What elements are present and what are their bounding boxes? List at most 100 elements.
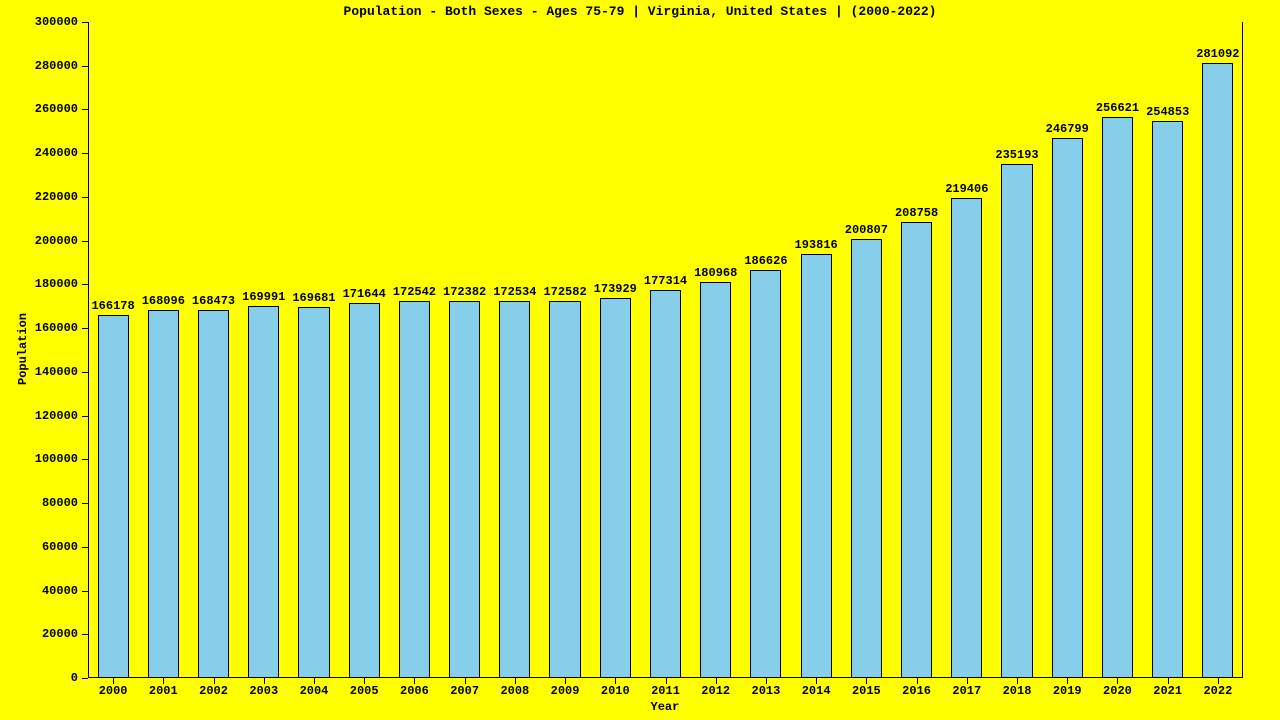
bar	[499, 301, 530, 678]
bar	[449, 301, 480, 678]
x-tick-label: 2009	[551, 684, 580, 698]
y-tick-mark	[82, 416, 88, 417]
y-tick-label: 260000	[35, 102, 78, 116]
x-tick-mark	[314, 678, 315, 684]
y-tick-label: 180000	[35, 277, 78, 291]
y-tick-label: 200000	[35, 234, 78, 248]
bar	[700, 282, 731, 678]
y-tick-mark	[82, 66, 88, 67]
bar	[349, 303, 380, 678]
x-tick-label: 2014	[802, 684, 831, 698]
x-tick-label: 2013	[752, 684, 781, 698]
y-tick-label: 280000	[35, 59, 78, 73]
bar-value-label: 172582	[543, 285, 586, 299]
bar	[901, 222, 932, 678]
x-tick-mark	[1168, 678, 1169, 684]
x-tick-label: 2012	[701, 684, 730, 698]
x-tick-mark	[967, 678, 968, 684]
x-tick-mark	[866, 678, 867, 684]
y-axis-line-right	[1242, 22, 1243, 678]
y-tick-mark	[82, 591, 88, 592]
bar-value-label: 219406	[945, 182, 988, 196]
bar-value-label: 200807	[845, 223, 888, 237]
x-tick-label: 2018	[1003, 684, 1032, 698]
y-tick-label: 220000	[35, 190, 78, 204]
chart-title: Population - Both Sexes - Ages 75-79 | V…	[0, 4, 1280, 19]
x-tick-label: 2022	[1203, 684, 1232, 698]
bar	[549, 301, 580, 678]
bar-value-label: 180968	[694, 266, 737, 280]
bar	[801, 254, 832, 678]
y-tick-mark	[82, 153, 88, 154]
x-tick-label: 2002	[199, 684, 228, 698]
y-tick-label: 40000	[42, 584, 78, 598]
x-tick-label: 2011	[651, 684, 680, 698]
x-tick-mark	[1218, 678, 1219, 684]
x-tick-mark	[414, 678, 415, 684]
y-tick-label: 300000	[35, 15, 78, 29]
y-tick-mark	[82, 197, 88, 198]
x-tick-mark	[1117, 678, 1118, 684]
bar-value-label: 169681	[292, 291, 335, 305]
x-tick-label: 2000	[99, 684, 128, 698]
bar-value-label: 172382	[443, 285, 486, 299]
bar-value-label: 177314	[644, 274, 687, 288]
y-tick-label: 60000	[42, 540, 78, 554]
bar-value-label: 246799	[1046, 122, 1089, 136]
bar	[600, 298, 631, 678]
y-tick-mark	[82, 503, 88, 504]
x-tick-mark	[565, 678, 566, 684]
bar	[1052, 138, 1083, 678]
bar-value-label: 168096	[142, 294, 185, 308]
x-tick-label: 2005	[350, 684, 379, 698]
y-tick-label: 120000	[35, 409, 78, 423]
bar	[148, 310, 179, 678]
bar	[98, 315, 129, 678]
y-tick-mark	[82, 109, 88, 110]
bar	[650, 290, 681, 678]
x-tick-label: 2004	[300, 684, 329, 698]
bar	[1202, 63, 1233, 678]
bar	[248, 306, 279, 678]
x-tick-mark	[1067, 678, 1068, 684]
bar	[951, 198, 982, 678]
bar	[198, 310, 229, 678]
bar-value-label: 173929	[594, 282, 637, 296]
bar	[1001, 164, 1032, 678]
y-tick-mark	[82, 459, 88, 460]
x-tick-mark	[163, 678, 164, 684]
bar-value-label: 172534	[493, 285, 536, 299]
bar-value-label: 193816	[795, 238, 838, 252]
population-bar-chart: Population - Both Sexes - Ages 75-79 | V…	[0, 0, 1280, 720]
x-tick-label: 2017	[952, 684, 981, 698]
x-tick-mark	[615, 678, 616, 684]
y-tick-label: 100000	[35, 452, 78, 466]
y-tick-mark	[82, 372, 88, 373]
x-tick-mark	[364, 678, 365, 684]
x-tick-label: 2019	[1053, 684, 1082, 698]
x-axis-label: Year	[651, 700, 680, 714]
bar-value-label: 172542	[393, 285, 436, 299]
x-tick-mark	[917, 678, 918, 684]
y-tick-mark	[82, 547, 88, 548]
x-tick-label: 2007	[450, 684, 479, 698]
x-tick-label: 2006	[400, 684, 429, 698]
bar-value-label: 254853	[1146, 105, 1189, 119]
bar-value-label: 169991	[242, 290, 285, 304]
bar-value-label: 235193	[995, 148, 1038, 162]
x-tick-label: 2016	[902, 684, 931, 698]
x-tick-mark	[214, 678, 215, 684]
bar	[1152, 121, 1183, 678]
bar	[851, 239, 882, 678]
y-axis-line-left	[88, 22, 89, 678]
bar-value-label: 186626	[744, 254, 787, 268]
y-tick-label: 160000	[35, 321, 78, 335]
x-tick-mark	[515, 678, 516, 684]
x-tick-label: 2001	[149, 684, 178, 698]
bar-value-label: 208758	[895, 206, 938, 220]
y-tick-label: 20000	[42, 627, 78, 641]
bar	[750, 270, 781, 678]
x-tick-mark	[113, 678, 114, 684]
bar	[1102, 117, 1133, 678]
bar-value-label: 171644	[343, 287, 386, 301]
